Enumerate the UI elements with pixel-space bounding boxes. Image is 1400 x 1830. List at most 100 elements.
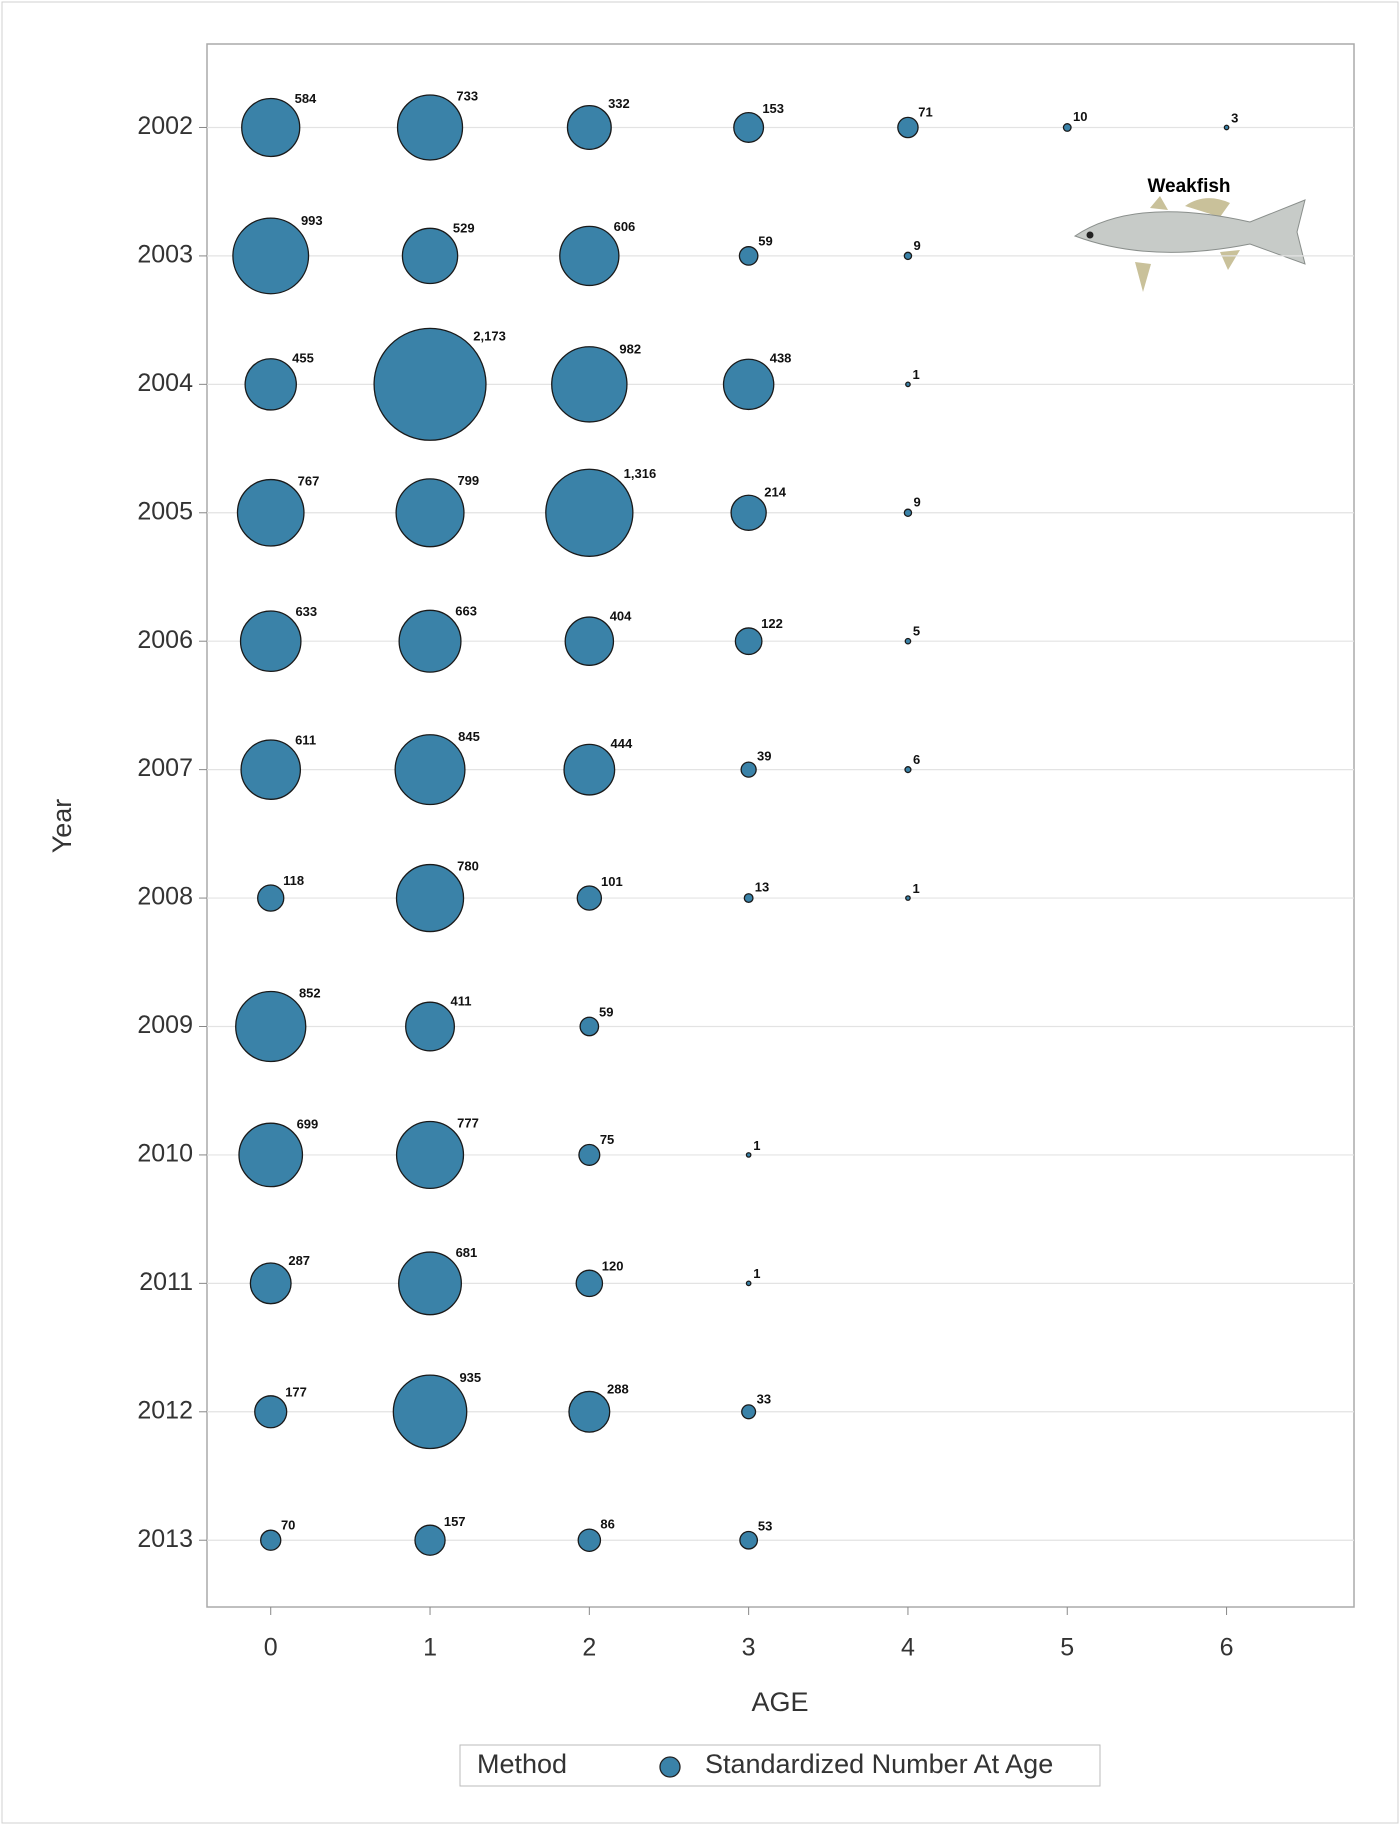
value-label: 852 [299, 986, 321, 1001]
value-label: 633 [295, 604, 317, 619]
value-label: 799 [457, 473, 479, 488]
value-label: 122 [761, 616, 783, 631]
x-tick-label: 3 [742, 1634, 756, 1662]
x-tick-label: 0 [264, 1634, 278, 1662]
value-label: 287 [288, 1253, 310, 1268]
value-label: 71 [918, 105, 932, 120]
fish-eye [1086, 231, 1094, 239]
bubble [738, 246, 759, 266]
y-tick-label: 2005 [137, 497, 193, 525]
value-label: 153 [762, 101, 784, 116]
y-tick-label: 2009 [137, 1011, 193, 1039]
y-tick-label: 2008 [137, 883, 193, 911]
x-tick-label: 2 [582, 1634, 596, 1662]
bubble [903, 251, 913, 261]
bubble [395, 478, 465, 548]
value-label: 59 [758, 234, 772, 249]
bubble [566, 104, 612, 150]
value-label: 1 [913, 881, 920, 896]
bubble [579, 1016, 600, 1037]
fish-body [1073, 199, 1306, 265]
legend: Method Standardized Number At Age [459, 1744, 1101, 1787]
bubble [236, 478, 305, 547]
bubble [741, 1404, 757, 1420]
bubble [373, 327, 487, 441]
bubble [745, 1280, 752, 1287]
value-label: 3 [1231, 110, 1238, 125]
bubble [240, 739, 302, 800]
bubble [734, 627, 763, 656]
bubble [395, 863, 465, 933]
value-label: 157 [444, 1514, 466, 1529]
fish-dorsal-fin [1150, 196, 1230, 217]
value-label: 1,316 [624, 466, 657, 481]
value-label: 663 [455, 603, 477, 618]
bubble [576, 885, 603, 911]
bubble [903, 508, 913, 518]
value-label: 993 [301, 213, 323, 228]
value-label: 177 [285, 1385, 307, 1400]
annotation: Weakfish [1147, 176, 1230, 197]
value-label: 529 [453, 220, 475, 235]
bubble [1223, 124, 1230, 131]
x-tick-label: 4 [901, 1634, 915, 1662]
value-label: 699 [297, 1117, 319, 1132]
bubble [904, 637, 912, 645]
value-label: 33 [757, 1391, 771, 1406]
y-tick-label: 2012 [137, 1396, 193, 1424]
legend-label: Standardized Number At Age [705, 1749, 1053, 1779]
bubble [398, 609, 462, 673]
y-tick-label: 2010 [137, 1140, 193, 1168]
bubble [398, 1251, 462, 1316]
x-tick-label: 1 [423, 1634, 437, 1662]
value-label: 845 [458, 729, 480, 744]
bubble [905, 381, 911, 388]
bubble [394, 734, 466, 806]
value-label: 10 [1073, 109, 1087, 124]
bubble [740, 761, 757, 778]
bubble [577, 1528, 602, 1552]
legend-box [459, 1744, 1101, 1787]
bubble [739, 1530, 759, 1550]
bubble [405, 1001, 456, 1052]
bubble [249, 1262, 292, 1305]
bubble [551, 346, 628, 423]
bubble [392, 1374, 468, 1450]
bubble [563, 743, 616, 796]
fish-illustration [1073, 196, 1306, 292]
bubble [1062, 123, 1072, 132]
value-label: 606 [614, 219, 636, 234]
value-label: 2,173 [473, 329, 506, 344]
value-label: 1 [913, 367, 920, 382]
value-label: 9 [914, 495, 921, 510]
value-label: 86 [600, 1517, 614, 1532]
value-label: 332 [608, 96, 630, 111]
y-axis-label: Year [47, 799, 77, 854]
x-tick-label: 6 [1220, 1634, 1234, 1662]
value-label: 584 [295, 91, 317, 106]
value-label: 767 [298, 473, 320, 488]
bubble [238, 1122, 304, 1188]
fish-fins [1135, 250, 1240, 292]
bubble [239, 610, 302, 673]
value-label: 6 [913, 752, 920, 767]
bubble [257, 884, 285, 912]
y-tick-label: 2003 [137, 241, 193, 269]
value-label: 935 [459, 1370, 481, 1385]
bubble [575, 1269, 604, 1298]
bubble [559, 225, 620, 287]
bubble [743, 893, 754, 904]
value-label: 681 [456, 1245, 478, 1260]
x-tick-label: 5 [1060, 1634, 1074, 1662]
value-label: 455 [292, 350, 314, 365]
bubble [905, 895, 911, 901]
legend-marker [659, 1756, 681, 1778]
value-label: 118 [283, 873, 304, 888]
bubble [578, 1143, 601, 1166]
value-label: 411 [451, 993, 472, 1008]
bubble [568, 1390, 611, 1433]
bubble [241, 97, 301, 158]
bubble [745, 1152, 752, 1158]
bubble [897, 116, 919, 139]
